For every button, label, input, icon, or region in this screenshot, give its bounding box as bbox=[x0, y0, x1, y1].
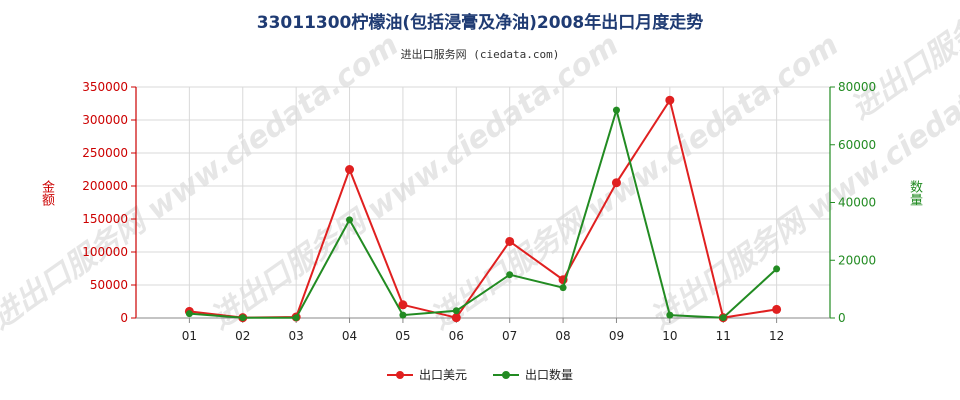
x-tick-label: 01 bbox=[182, 329, 197, 343]
series bbox=[184, 95, 782, 323]
x-tick-label: 08 bbox=[555, 329, 570, 343]
series-0-point bbox=[398, 300, 408, 310]
y-right-tick-label: 20000 bbox=[838, 253, 876, 267]
series-1-point bbox=[292, 314, 300, 322]
x-tick-label: 02 bbox=[235, 329, 250, 343]
series-1-point bbox=[773, 265, 781, 273]
x-tick-label: 03 bbox=[289, 329, 304, 343]
y-left-tick-label: 50000 bbox=[90, 278, 128, 292]
series-1-point bbox=[506, 271, 514, 279]
y-axis-left-title: 金额 bbox=[39, 180, 54, 206]
chart-title: 33011300柠檬油(包括浸膏及净油)2008年出口月度走势 bbox=[256, 13, 704, 33]
y-left-tick-label: 250000 bbox=[82, 146, 128, 160]
series-1-point bbox=[559, 284, 567, 292]
axes: 0500001000001500002000002500003000003500… bbox=[82, 80, 876, 343]
y-left-tick-label: 100000 bbox=[82, 245, 128, 259]
series-0-point bbox=[611, 178, 621, 188]
legend-label-qty: 出口数量 bbox=[525, 368, 574, 382]
y-left-tick-label: 150000 bbox=[82, 212, 128, 226]
y-right-tick-label: 60000 bbox=[838, 138, 876, 152]
x-tick-label: 09 bbox=[609, 329, 624, 343]
legend-item-qty[interactable]: 出口数量 bbox=[493, 366, 573, 383]
y-left-tick-label: 350000 bbox=[82, 80, 128, 94]
y-right-tick-label: 40000 bbox=[838, 196, 876, 210]
series-1-point bbox=[239, 314, 247, 322]
y-left-tick-label: 0 bbox=[120, 311, 128, 325]
x-tick-label: 06 bbox=[449, 329, 464, 343]
legend-swatch-qty bbox=[493, 370, 519, 380]
series-1-point bbox=[666, 311, 674, 319]
y-right-tick-label: 0 bbox=[838, 311, 846, 325]
x-tick-label: 10 bbox=[662, 329, 677, 343]
legend-swatch-usd bbox=[386, 370, 413, 380]
chart-subtitle: 进出口服务网 (ciedata.com) bbox=[400, 48, 560, 61]
series-1-point bbox=[612, 106, 620, 114]
series-0-point bbox=[505, 236, 515, 246]
series-0-point bbox=[345, 165, 355, 174]
series-1-point bbox=[185, 310, 193, 318]
y-right-tick-label: 80000 bbox=[838, 80, 876, 94]
series-0-point bbox=[772, 304, 782, 314]
x-tick-label: 12 bbox=[769, 329, 784, 343]
legend: 出口美元 出口数量 bbox=[0, 366, 960, 383]
series-1-point bbox=[452, 307, 460, 315]
x-tick-label: 11 bbox=[716, 329, 731, 343]
y-left-tick-label: 300000 bbox=[82, 113, 128, 127]
y-left-tick-label: 200000 bbox=[82, 179, 128, 193]
series-1-point bbox=[346, 216, 354, 224]
series-0-point bbox=[451, 313, 461, 323]
x-tick-label: 07 bbox=[502, 329, 517, 343]
x-tick-label: 04 bbox=[342, 329, 357, 343]
series-1-point bbox=[399, 311, 407, 319]
legend-label-usd: 出口美元 bbox=[418, 368, 467, 382]
series-line-1 bbox=[189, 106, 778, 319]
series-1-point bbox=[719, 314, 727, 322]
y-axis-right-title: 数量 bbox=[907, 180, 922, 206]
x-tick-label: 05 bbox=[395, 329, 410, 343]
legend-item-usd[interactable]: 出口美元 bbox=[386, 366, 467, 383]
series-0-point bbox=[665, 95, 675, 105]
